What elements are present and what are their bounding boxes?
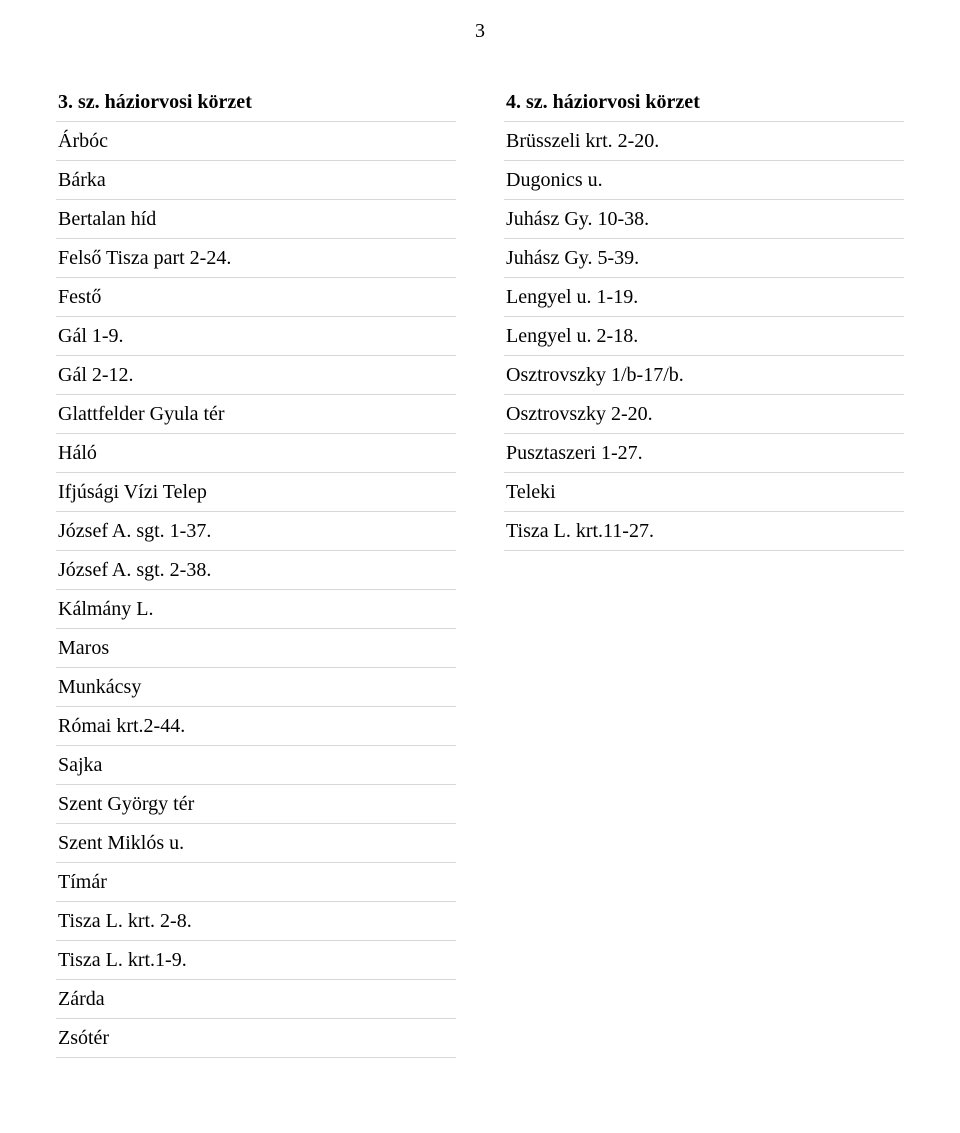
table-row: Bárka xyxy=(56,161,456,200)
table-row: Felső Tisza part 2-24. xyxy=(56,239,456,278)
table-row: Gál 1-9. xyxy=(56,317,456,356)
table-row: Tímár xyxy=(56,863,456,902)
two-column-layout: 3. sz. háziorvosi körzet ÁrbócBárkaBerta… xyxy=(56,83,904,1058)
table-row: Római krt.2-44. xyxy=(56,707,456,746)
table-row: Ifjúsági Vízi Telep xyxy=(56,473,456,512)
table-row: Szent Miklós u. xyxy=(56,824,456,863)
district-3-heading: 3. sz. háziorvosi körzet xyxy=(56,83,456,122)
table-row: Gál 2-12. xyxy=(56,356,456,395)
table-row: Zsótér xyxy=(56,1019,456,1058)
table-row: Dugonics u. xyxy=(504,161,904,200)
table-row: Teleki xyxy=(504,473,904,512)
table-row: Glattfelder Gyula tér xyxy=(56,395,456,434)
document-page: 3 3. sz. háziorvosi körzet ÁrbócBárkaBer… xyxy=(0,0,960,1098)
district-4-heading: 4. sz. háziorvosi körzet xyxy=(504,83,904,122)
table-row: Juhász Gy. 5-39. xyxy=(504,239,904,278)
table-row: Zárda xyxy=(56,980,456,1019)
table-row: Tisza L. krt. 2-8. xyxy=(56,902,456,941)
table-row: József A. sgt. 2-38. xyxy=(56,551,456,590)
table-row: Háló xyxy=(56,434,456,473)
table-row: Tisza L. krt.11-27. xyxy=(504,512,904,551)
district-4-table: 4. sz. háziorvosi körzet Brüsszeli krt. … xyxy=(504,83,904,551)
table-row: Lengyel u. 1-19. xyxy=(504,278,904,317)
table-row: Brüsszeli krt. 2-20. xyxy=(504,122,904,161)
table-row: Szent György tér xyxy=(56,785,456,824)
table-row: Bertalan híd xyxy=(56,200,456,239)
table-row: József A. sgt. 1-37. xyxy=(56,512,456,551)
table-row: Sajka xyxy=(56,746,456,785)
table-row: Pusztaszeri 1-27. xyxy=(504,434,904,473)
left-column: 3. sz. háziorvosi körzet ÁrbócBárkaBerta… xyxy=(56,83,456,1058)
table-row: Juhász Gy. 10-38. xyxy=(504,200,904,239)
table-row: Osztrovszky 1/b-17/b. xyxy=(504,356,904,395)
table-row: Maros xyxy=(56,629,456,668)
right-column: 4. sz. háziorvosi körzet Brüsszeli krt. … xyxy=(504,83,904,551)
table-row: Festő xyxy=(56,278,456,317)
table-row: Lengyel u. 2-18. xyxy=(504,317,904,356)
page-number: 3 xyxy=(56,20,904,43)
table-row: Osztrovszky 2-20. xyxy=(504,395,904,434)
table-row: Kálmány L. xyxy=(56,590,456,629)
table-row: Munkácsy xyxy=(56,668,456,707)
district-3-table: 3. sz. háziorvosi körzet ÁrbócBárkaBerta… xyxy=(56,83,456,1058)
table-row: Árbóc xyxy=(56,122,456,161)
table-row: Tisza L. krt.1-9. xyxy=(56,941,456,980)
